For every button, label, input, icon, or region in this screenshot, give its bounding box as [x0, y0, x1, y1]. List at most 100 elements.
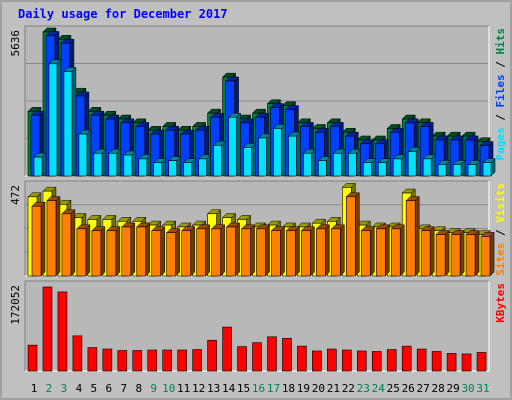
- x-tick-label-13: 13: [207, 382, 220, 395]
- bar-side-sites-20: [325, 224, 330, 277]
- bar-kbytes-16: [252, 342, 262, 372]
- bar-pages-24: [377, 162, 387, 177]
- bar-side-sites-12: [205, 224, 210, 277]
- bar-kbytes-26: [401, 345, 412, 372]
- bar-side-sites-14: [235, 222, 240, 277]
- x-tick-label-9: 9: [150, 382, 157, 395]
- series-pages: [33, 59, 496, 177]
- bar-kbytes-3: [57, 291, 68, 372]
- bar-side-pages-4: [86, 129, 92, 177]
- bar-kbytes-31: [476, 352, 487, 372]
- bar-pages-13: [213, 145, 222, 177]
- x-tick-label-17: 17: [267, 382, 280, 395]
- bar-sites-12: [196, 228, 206, 277]
- bar-pages-1: [33, 156, 43, 177]
- bar-pages-31: [482, 162, 492, 177]
- panel-top: 5636 Pages / Files / Hits: [9, 25, 507, 177]
- bar-side-sites-25: [399, 224, 405, 277]
- max-label-middle: 472: [9, 185, 22, 205]
- x-tick-label-19: 19: [297, 382, 310, 395]
- bar-side-sites-9: [160, 226, 165, 277]
- x-tick-label-23: 23: [357, 382, 370, 395]
- bar-side-sites-22: [355, 192, 360, 277]
- bar-side-pages-14: [236, 112, 241, 177]
- bar-pages-17: [273, 128, 282, 177]
- bar-pages-8: [138, 158, 148, 177]
- bar-sites-26: [405, 200, 416, 277]
- bar-sites-15: [241, 228, 251, 277]
- x-tick-label-20: 20: [312, 382, 325, 395]
- x-tick-label-29: 29: [446, 382, 459, 395]
- bar-side-pages-22: [356, 148, 361, 177]
- series-kbytes: [27, 286, 487, 372]
- x-tick-label-3: 3: [61, 382, 68, 395]
- bar-sites-22: [346, 196, 356, 277]
- bar-pages-16: [258, 137, 267, 177]
- bar-side-sites-21: [340, 224, 345, 277]
- bar-kbytes-29: [446, 353, 457, 372]
- bar-side-pages-8: [146, 154, 152, 177]
- x-tick-label-2: 2: [46, 382, 53, 395]
- x-tick-label-4: 4: [76, 382, 83, 395]
- bar-kbytes-18: [282, 337, 292, 372]
- bar-kbytes-13: [207, 339, 217, 372]
- legend-item-sites: Sites: [494, 243, 507, 276]
- panel-bottom: 172052 KBytes: [9, 280, 507, 372]
- x-tick-label-21: 21: [327, 382, 340, 395]
- bar-side-sites-2: [55, 195, 61, 277]
- bar-pages-23: [362, 162, 372, 177]
- bar-kbytes-21: [327, 348, 337, 372]
- bar-sites-19: [301, 230, 311, 277]
- bar-sites-7: [121, 226, 132, 277]
- x-axis-labels: 1 2 3 4 5 6 7 8 9 10 11 12 13 14 15 16 17 18 19 20 21 22 23 24 2…: [31, 382, 490, 395]
- max-label-bottom: 172052: [9, 285, 22, 325]
- legend-bottom: KBytes: [494, 283, 507, 323]
- x-tick-label-25: 25: [387, 382, 400, 395]
- legend-item-files: Files: [494, 74, 507, 107]
- bar-side-sites-26: [414, 195, 420, 277]
- bar-sites-13: [211, 228, 221, 277]
- series-sites: [31, 192, 495, 277]
- bar-sites-17: [271, 230, 281, 277]
- bar-pages-19: [303, 152, 312, 177]
- x-tick-label-22: 22: [342, 382, 355, 395]
- legend-item-kbytes: KBytes: [494, 283, 507, 323]
- bar-kbytes-24: [371, 351, 382, 372]
- bar-sites-10: [166, 232, 177, 277]
- bar-kbytes-4: [72, 335, 83, 372]
- bar-side-sites-11: [190, 226, 195, 277]
- bar-side-sites-24: [385, 224, 390, 277]
- x-tick-label-15: 15: [237, 382, 250, 395]
- bar-pages-2: [48, 63, 58, 177]
- bar-pages-29: [452, 164, 462, 177]
- bar-sites-2: [46, 200, 57, 277]
- bar-side-sites-27: [429, 226, 435, 277]
- x-tick-label-24: 24: [372, 382, 386, 395]
- bar-kbytes-12: [192, 349, 202, 372]
- x-tick-label-30: 30: [461, 382, 474, 395]
- x-tick-label-7: 7: [120, 382, 127, 395]
- bar-side-pages-15: [251, 142, 256, 177]
- bar-kbytes-28: [431, 351, 442, 372]
- bar-pages-18: [288, 135, 297, 177]
- bar-pages-25: [392, 158, 402, 177]
- panel-middle: 472 Sites / Visits: [9, 180, 507, 277]
- bar-side-sites-31: [489, 231, 495, 277]
- bar-sites-3: [61, 213, 72, 277]
- bar-side-sites-15: [250, 224, 255, 277]
- bar-pages-4: [78, 133, 88, 177]
- max-label-top: 5636: [9, 30, 22, 57]
- x-tick-label-28: 28: [432, 382, 445, 395]
- bar-pages-27: [422, 158, 432, 177]
- bar-pages-3: [63, 71, 73, 177]
- bar-pages-6: [108, 152, 118, 177]
- legend-middle: Sites / Visits: [494, 183, 507, 276]
- bar-kbytes-19: [297, 345, 307, 372]
- bar-side-pages-6: [116, 148, 122, 177]
- bar-pages-11: [183, 162, 192, 177]
- bar-kbytes-17: [267, 336, 277, 372]
- x-tick-label-27: 27: [417, 382, 430, 395]
- bar-kbytes-6: [102, 348, 113, 372]
